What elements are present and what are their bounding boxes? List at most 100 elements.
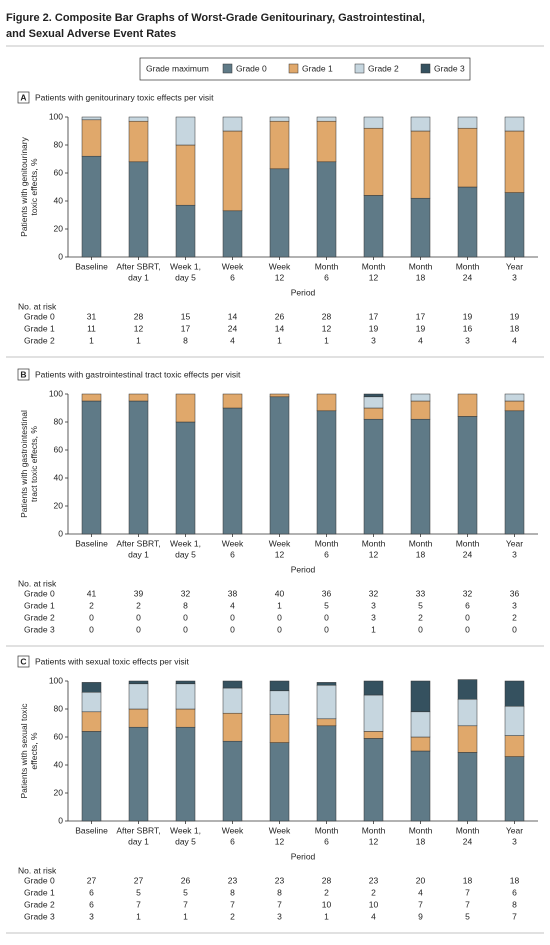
bar-segment [175,680,196,685]
at-risk-count: 32 [463,588,473,598]
bar-segment [175,116,196,146]
at-risk-count: 6 [89,899,94,909]
bar-segment [269,393,290,398]
at-risk-count: 12 [134,323,144,333]
bar-segment [457,116,478,129]
bar-segment [363,407,384,420]
at-risk-count: 5 [183,887,188,897]
at-risk-count: 23 [228,875,238,885]
bar-segment [363,127,384,196]
bar-segment [269,396,290,535]
y-axis-label-line: effects, % [29,732,39,770]
at-risk-count: 2 [230,911,235,921]
at-risk-count: 1 [277,600,282,610]
at-risk-row-label: Grade 2 [24,612,55,622]
x-tick-label: 18 [416,272,426,282]
at-risk-count: 4 [418,335,423,345]
x-tick-label: day 1 [128,836,149,846]
at-risk-count: 4 [418,887,423,897]
bar-segment [410,130,431,199]
bar-segment [175,726,196,822]
at-risk-row-label: Grade 1 [24,887,55,897]
at-risk-count: 5 [324,600,329,610]
y-tick-label: 60 [54,444,64,454]
y-axis-label-line: Patients with genitourinary [19,136,29,236]
legend-label: Grade 2 [368,63,399,73]
x-tick-label: Month [315,825,339,835]
panel-letter: C [20,656,26,666]
at-risk-count: 32 [369,588,379,598]
bar-segment [128,708,149,728]
y-tick-label: 100 [49,388,63,398]
at-risk-row-label: Grade 1 [24,600,55,610]
panel-title: Patients with genitourinary toxic effect… [35,92,214,102]
bar-segment [410,197,431,258]
at-risk-count: 6 [89,887,94,897]
bar-segment [457,393,478,417]
x-axis-label: Period [291,287,316,297]
x-tick-label: Week [269,261,291,271]
at-risk-count: 8 [183,335,188,345]
at-risk-count: 0 [418,624,423,634]
x-tick-label: 3 [512,272,517,282]
y-tick-label: 20 [54,500,64,510]
bar-segment [81,119,102,157]
at-risk-count: 1 [136,911,141,921]
bar-segment [316,116,337,122]
bar-segment [363,680,384,696]
at-risk-count: 27 [87,875,97,885]
x-tick-label: 3 [512,836,517,846]
y-tick-label: 80 [54,703,64,713]
bar-segment [128,120,149,163]
at-risk-count: 41 [87,588,97,598]
bar-segment [504,680,525,707]
bar-segment [363,116,384,129]
bar-segment [363,393,384,398]
at-risk-count: 38 [228,588,238,598]
y-axis-label-line: Patients with sexual toxic [19,703,29,799]
y-tick-label: 80 [54,139,64,149]
at-risk-count: 28 [134,311,144,321]
at-risk-count: 40 [275,588,285,598]
x-tick-label: 24 [463,836,473,846]
x-tick-label: Month [362,261,386,271]
at-risk-count: 0 [89,612,94,622]
bar-segment [457,698,478,727]
at-risk-count: 0 [136,624,141,634]
at-risk-count: 36 [322,588,332,598]
at-risk-count: 2 [324,887,329,897]
at-risk-count: 8 [183,600,188,610]
at-risk-count: 1 [277,335,282,345]
bar-segment [410,400,431,420]
y-tick-label: 20 [54,223,64,233]
at-risk-count: 7 [277,899,282,909]
at-risk-count: 4 [230,335,235,345]
x-tick-label: Month [315,261,339,271]
bar-segment [504,393,525,402]
figure-title: Figure 2. Composite Bar Graphs of Worst-… [6,12,425,24]
panel-letter: B [20,369,26,379]
bar-segment [363,195,384,258]
bar-segment [128,683,149,710]
bar-segment [269,120,290,170]
at-risk-count: 36 [510,588,520,598]
bar-segment [316,393,337,412]
at-risk-count: 0 [465,624,470,634]
x-tick-label: Month [456,538,480,548]
at-risk-count: 7 [465,887,470,897]
at-risk-count: 2 [371,887,376,897]
x-tick-label: After SBRT, [116,825,160,835]
at-risk-count: 5 [465,911,470,921]
x-tick-label: Month [315,538,339,548]
at-risk-count: 3 [512,600,517,610]
at-risk-row-label: Grade 0 [24,588,55,598]
x-tick-label: 12 [275,836,285,846]
legend-swatch [420,63,431,74]
bar-segment [269,690,290,715]
bar-segment [363,418,384,535]
at-risk-count: 9 [418,911,423,921]
bar-segment [504,410,525,535]
x-tick-label: 6 [324,272,329,282]
panel-letter-box [17,655,30,668]
